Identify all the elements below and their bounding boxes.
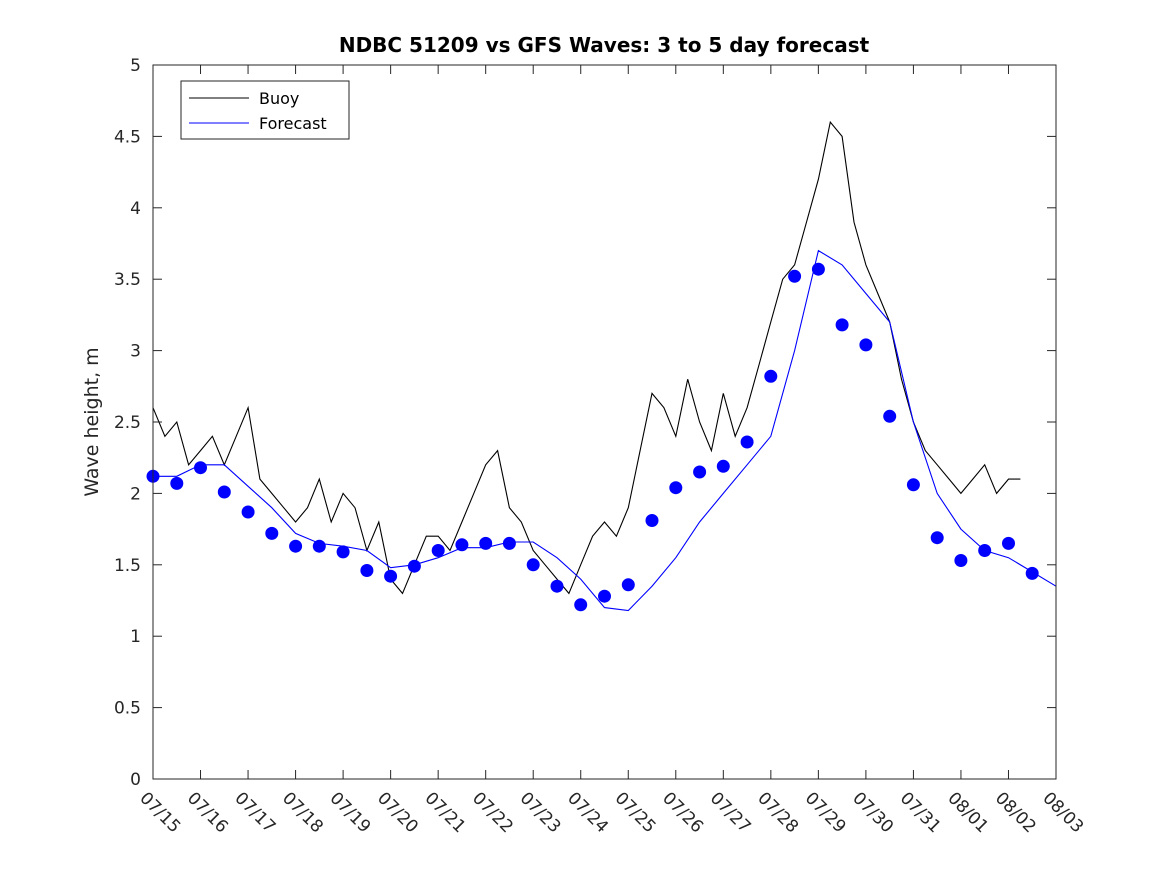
y-tick-label: 0 <box>130 770 141 790</box>
forecast-point-20 <box>621 578 635 592</box>
y-tick-label: 3 <box>130 342 141 362</box>
forecast-point-16 <box>526 558 540 572</box>
forecast-point-6 <box>289 539 303 553</box>
y-tick-label: 2.5 <box>114 413 141 433</box>
forecast-point-1 <box>170 476 184 490</box>
forecast-point-7 <box>312 539 326 553</box>
forecast-series-line <box>153 249 1057 612</box>
forecast-point-4 <box>241 505 255 519</box>
forecast-point-13 <box>455 538 469 552</box>
forecast-point-2 <box>194 461 207 475</box>
forecast-point-29 <box>835 318 849 332</box>
forecast-point-28 <box>811 262 825 276</box>
forecast-point-26 <box>764 369 778 383</box>
forecast-point-21 <box>645 514 659 527</box>
y-tick-label: 5 <box>130 56 141 76</box>
forecast-point-22 <box>669 481 683 495</box>
forecast-point-34 <box>954 554 968 567</box>
forecast-point-15 <box>502 536 516 550</box>
forecast-point-30 <box>859 338 873 352</box>
forecast-point-14 <box>479 536 493 550</box>
y-tick-label: 1.5 <box>114 556 141 576</box>
forecast-point-5 <box>265 526 279 540</box>
y-axis: 0 0.5 1 1.5 2 2.5 3 3.5 4 4.5 5 <box>114 56 1056 790</box>
forecast-point-36 <box>1002 536 1015 550</box>
forecast-point-10 <box>384 569 398 583</box>
forecast-point-24 <box>716 459 730 473</box>
forecast-point-12 <box>431 544 445 557</box>
forecast-point-32 <box>906 478 920 492</box>
y-tick-label: 2 <box>130 484 141 504</box>
forecast-point-25 <box>740 435 754 449</box>
forecast-point-9 <box>360 564 374 577</box>
forecast-point-11 <box>407 559 421 573</box>
y-axis-label: Wave height, m <box>81 347 103 496</box>
forecast-point-27 <box>788 269 802 283</box>
forecast-point-18 <box>574 598 588 612</box>
forecast-point-31 <box>883 409 897 423</box>
forecast-point-37 <box>1025 566 1039 580</box>
forecast-point-33 <box>930 531 944 545</box>
y-tick-label: 4 <box>130 199 141 219</box>
forecast-point-35 <box>978 544 992 557</box>
forecast-point-8 <box>336 545 350 559</box>
buoy-series-line <box>152 120 1021 595</box>
legend-box <box>180 80 350 140</box>
forecast-point-19 <box>598 589 611 603</box>
y-tick-label: 3.5 <box>114 270 141 290</box>
chart-title: NDBC 51209 vs GFS Waves: 3 to 5 day fore… <box>339 33 870 57</box>
y-tick-label: 4.5 <box>114 127 141 147</box>
plot-area <box>146 64 1057 780</box>
forecast-point-23 <box>693 465 707 479</box>
legend-forecast-label: Forecast <box>259 114 327 133</box>
legend: Buoy Forecast <box>180 80 350 140</box>
y-tick-label: 1 <box>130 627 141 647</box>
forecast-point-17 <box>550 579 564 593</box>
legend-buoy-label: Buoy <box>259 89 299 108</box>
y-tick-label: 0.5 <box>114 699 141 719</box>
forecast-point-3 <box>217 485 231 499</box>
